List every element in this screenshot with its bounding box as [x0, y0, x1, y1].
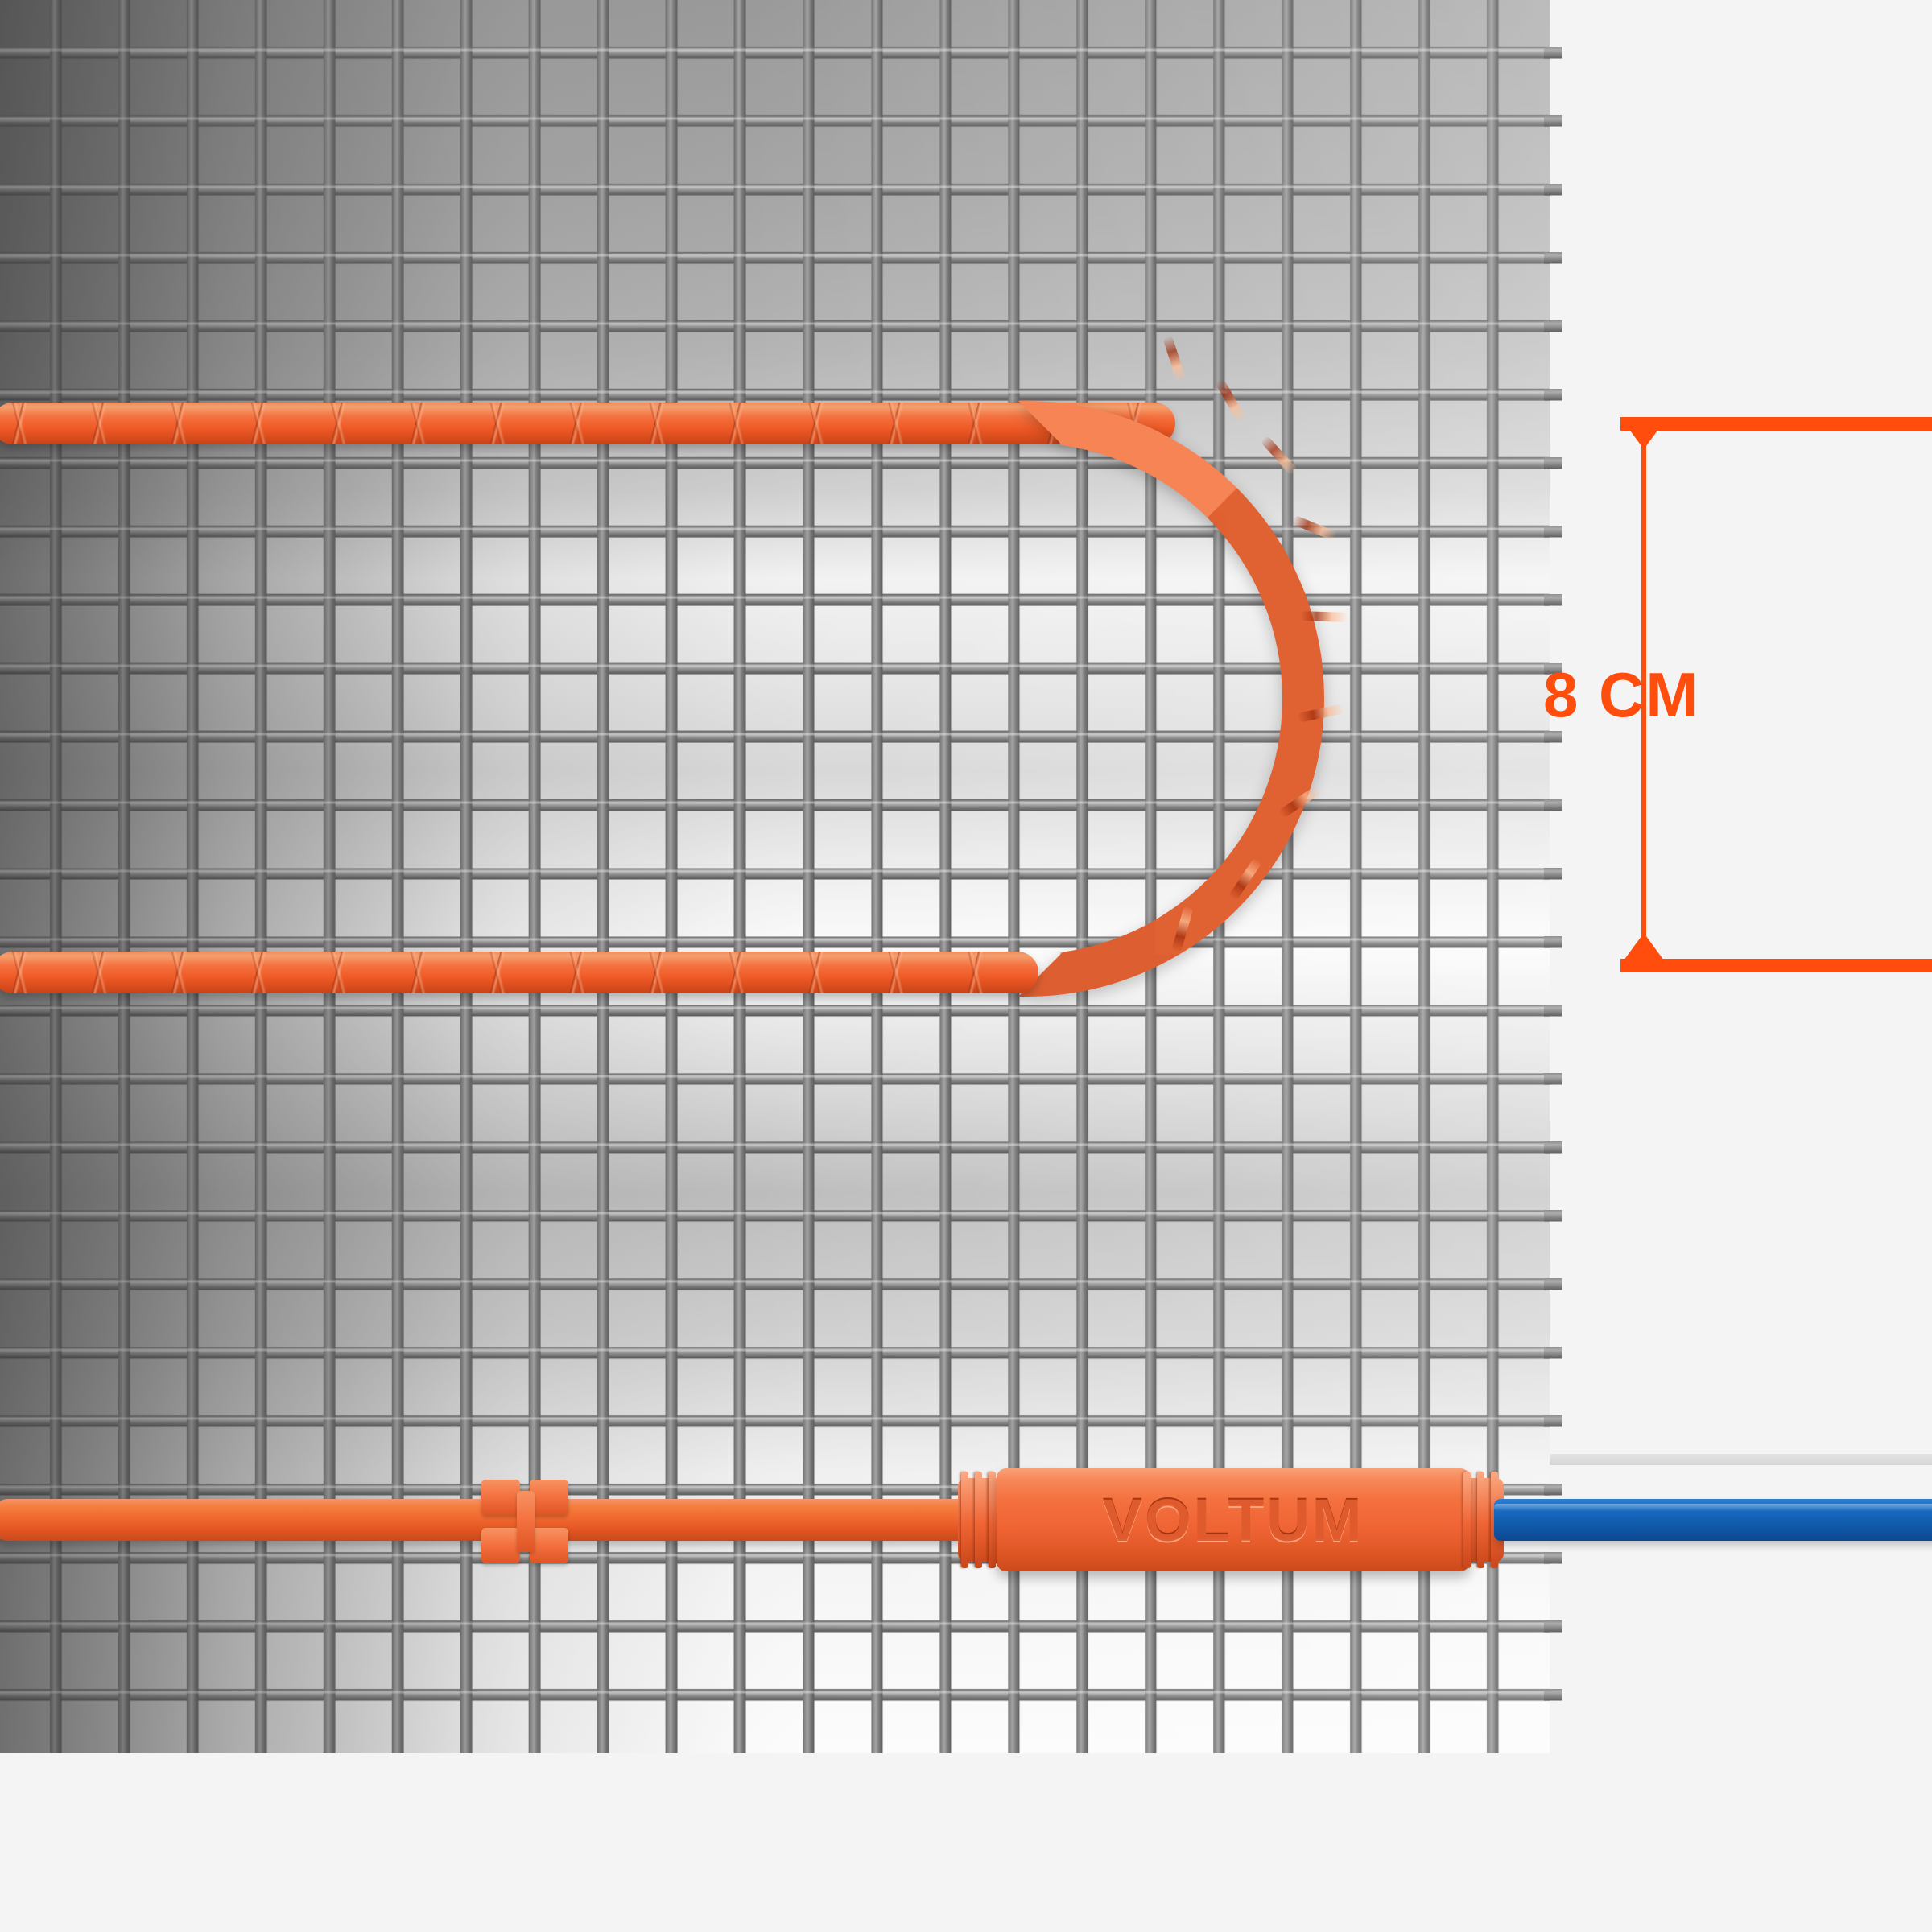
dimension-label: 8 CM [1543, 659, 1700, 730]
dimension-extension-line-top [1620, 417, 1932, 431]
cold-lead-cable [1494, 1499, 1932, 1541]
cable-spiral-wrap [0, 952, 1038, 993]
splice-connector: VOLTUM [958, 1468, 1505, 1571]
strain-rib [1477, 1472, 1484, 1568]
clip-jaw-top-right [530, 1480, 568, 1515]
connector-strain-relief-left [961, 1472, 1003, 1568]
mesh-wire-grid [0, 0, 1550, 1753]
dimension-extension-line-bottom [1620, 959, 1932, 972]
dimension-arrowhead-down-icon [1624, 933, 1664, 960]
cable-clip [481, 1480, 584, 1563]
floor-surface-band [1550, 1454, 1932, 1465]
voltum-brand-text: VOLTUM [1102, 1486, 1364, 1554]
clip-jaw-bottom-left [481, 1528, 520, 1563]
dimension-arrowhead-up-icon [1624, 422, 1664, 449]
clip-jaw-bottom-right [530, 1528, 568, 1563]
heating-cable-top-run [0, 402, 1175, 444]
dimension-measure-line [1641, 427, 1646, 964]
connector-body [997, 1468, 1470, 1571]
strain-rib [961, 1472, 968, 1568]
strain-rib [1463, 1472, 1471, 1568]
cable-spiral-wrap [0, 402, 1175, 444]
loop-wrap-mark [1300, 610, 1348, 623]
strain-rib [975, 1472, 982, 1568]
strain-rib [989, 1472, 996, 1568]
heating-cable-return-run [0, 952, 1038, 993]
mesh-wire-stubs [1544, 0, 1562, 1753]
clip-jaw-top-left [481, 1480, 520, 1515]
clip-center-post [517, 1491, 535, 1552]
spacing-dimension: 8 CM [1543, 417, 1932, 972]
